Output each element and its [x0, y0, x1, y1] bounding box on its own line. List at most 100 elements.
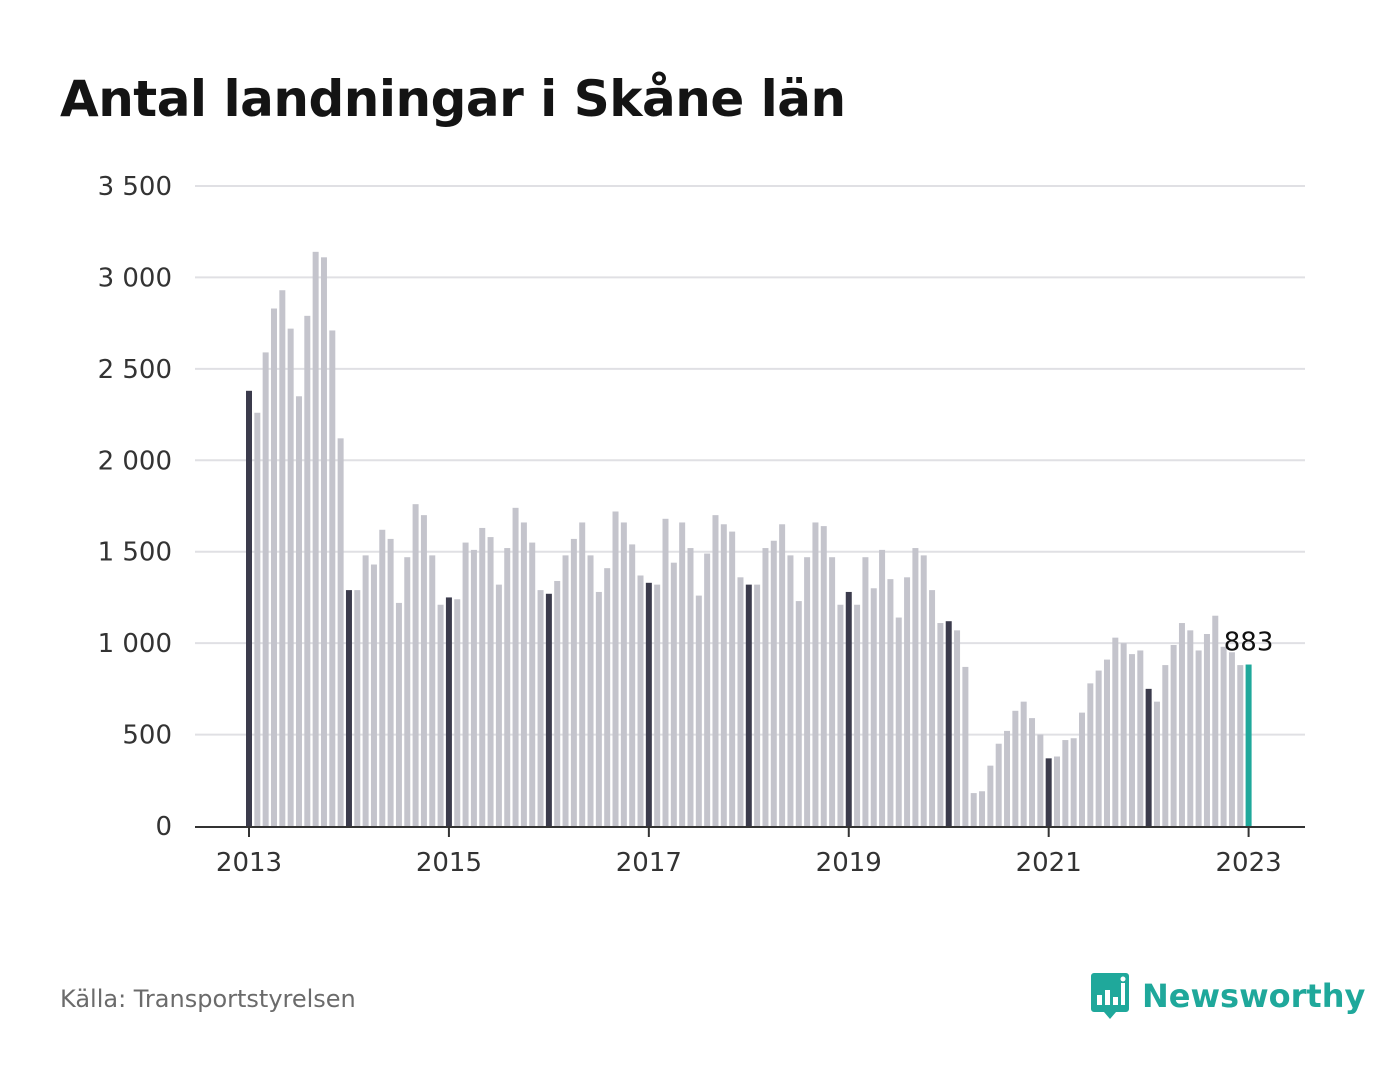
bar [479, 527, 486, 826]
bar [1087, 683, 1094, 826]
x-tick-label: 2015 [416, 848, 482, 878]
bar [637, 575, 644, 826]
bar [1079, 712, 1085, 826]
y-tick-label: 2 500 [98, 355, 172, 385]
bar [587, 555, 594, 826]
bar [1095, 670, 1102, 826]
bar [454, 599, 461, 826]
bar-january [345, 590, 352, 826]
bar-january [845, 591, 852, 826]
bar [879, 549, 886, 826]
bar [470, 549, 477, 826]
x-tick-label: 2023 [1216, 848, 1282, 878]
bar [562, 555, 569, 826]
bar [520, 522, 527, 826]
bar [670, 562, 677, 826]
bar [1054, 756, 1061, 826]
bar-january [1145, 688, 1152, 826]
bar [387, 538, 394, 826]
bar-january [1045, 758, 1052, 826]
bar-january [246, 390, 252, 826]
bar [862, 557, 869, 826]
brand-logo[interactable]: Newsworthy [1090, 970, 1365, 1022]
bar [787, 555, 794, 826]
bar [604, 568, 611, 826]
bar [1037, 734, 1044, 826]
bar-january [545, 593, 552, 826]
bar [720, 524, 727, 826]
data-labels: 883 [1224, 628, 1274, 658]
bar [512, 507, 519, 826]
y-tick-label: 1 500 [98, 538, 172, 568]
bar [370, 564, 377, 826]
bar [729, 531, 736, 826]
bar [970, 793, 977, 826]
bar [695, 595, 702, 826]
bar [920, 555, 927, 826]
bar [295, 396, 302, 826]
bar [895, 617, 902, 826]
chart-title: Antal landningar i Skåne län [60, 70, 846, 128]
y-tick-label: 2 000 [98, 446, 172, 476]
bar-series [246, 251, 1252, 827]
bar [1237, 665, 1244, 826]
bar [937, 623, 944, 826]
y-tick-label: 500 [122, 721, 172, 751]
bar [420, 515, 427, 826]
bar [829, 557, 836, 826]
bar [1187, 630, 1194, 826]
bar [554, 580, 561, 826]
bar [854, 604, 861, 826]
bar [1070, 738, 1077, 826]
y-tick-label: 0 [155, 812, 172, 842]
bar [612, 511, 619, 826]
y-tick-label: 3 500 [98, 172, 172, 202]
bar [754, 584, 761, 826]
brand-name: Newsworthy [1142, 977, 1366, 1015]
bar [1137, 650, 1144, 826]
bar [1112, 637, 1119, 826]
source-note: Källa: Transportstyrelsen [60, 985, 356, 1013]
bar [1220, 646, 1227, 826]
bar [904, 577, 911, 826]
bar [1212, 615, 1219, 826]
bar-january [745, 584, 752, 826]
bar [412, 504, 419, 826]
bar-highlight [1245, 664, 1252, 826]
bar [279, 290, 286, 826]
bar-january [645, 582, 652, 826]
bar [495, 584, 502, 826]
bar [329, 330, 336, 826]
bar [1020, 701, 1027, 826]
bar [1203, 634, 1210, 826]
x-tick-label: 2021 [1016, 848, 1082, 878]
bar [362, 555, 369, 826]
bar [887, 579, 894, 826]
bar [620, 522, 627, 826]
bar [712, 515, 719, 826]
bar [662, 518, 669, 826]
bar [1004, 730, 1011, 826]
bar [1162, 665, 1169, 826]
y-axis-tick-labels: 0 500 1 000 1 500 2 000 2 500 3 000 3 500 [98, 172, 172, 842]
bar [1228, 652, 1235, 826]
bar [804, 557, 811, 826]
bar [437, 604, 444, 826]
bar [770, 540, 777, 826]
bar [1062, 740, 1069, 826]
bar [320, 257, 327, 826]
bar [679, 522, 686, 826]
bar [1170, 644, 1177, 826]
bar [337, 438, 344, 826]
bar [987, 765, 994, 826]
bar [287, 328, 294, 826]
bar [820, 526, 827, 826]
bar-january [945, 621, 952, 826]
bar [1178, 623, 1185, 826]
x-axis: 2013 2015 2017 2019 2021 2023 [195, 826, 1305, 878]
bar [995, 743, 1002, 826]
bar [779, 524, 786, 826]
bar [1128, 654, 1135, 826]
bar [504, 548, 511, 826]
bar [704, 553, 711, 826]
